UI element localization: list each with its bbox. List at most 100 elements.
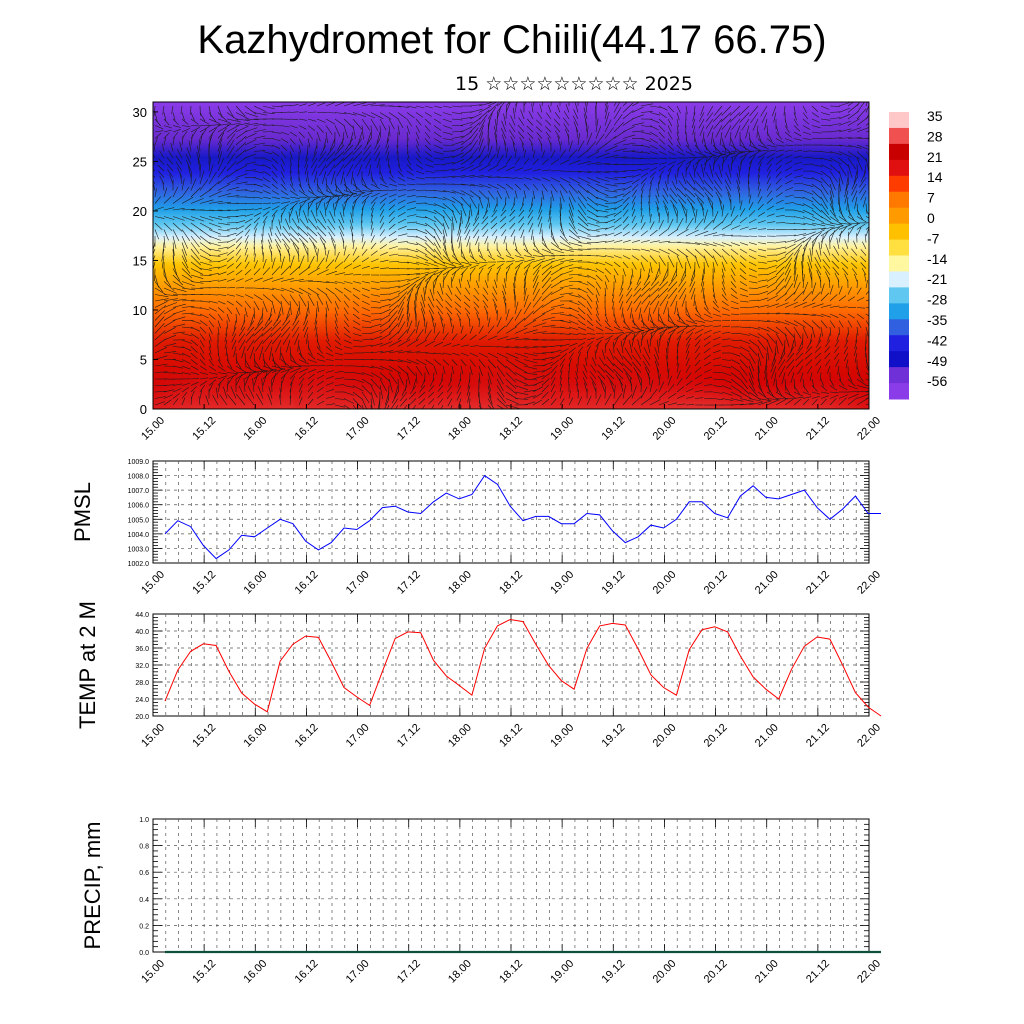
wind-barb-2202 [532,269,540,282]
wind-barb-3500 [694,382,703,386]
wind-barb-953 [811,177,823,184]
wind-barb-1900 [694,255,700,269]
wind-barb-1490 [604,219,616,224]
wind-barb-2796 [838,326,840,336]
wind-barb-2304 [730,287,738,294]
wind-barb-1439 [865,216,869,219]
wind-barb-1804 [550,248,565,254]
colorbar-label: 14 [927,169,943,185]
wind-barb-3037 [843,346,849,355]
wind-barb-1578 [676,217,684,230]
wind-barb-2373 [625,294,633,304]
wind-barb-3758 [856,397,869,406]
wind-barb-789 [775,159,783,165]
wind-barb-3489 [590,376,597,386]
wind-barb-1550 [424,229,435,239]
wind-barb-3064 [370,350,384,354]
wind-barb-523 [538,137,543,146]
wind-barb-2147 [757,274,768,276]
wind-barb-3338 [676,362,680,373]
wind-barb-2555 [829,305,840,308]
wind-barb-3669 [775,398,789,400]
wind-barb-731 [253,164,265,167]
wind-barb-769 [595,163,610,165]
wind-barb-2948 [766,339,773,353]
wind-barb-205 [554,112,561,120]
wind-barb-2937 [667,329,676,341]
wind-barb-3125 [199,359,206,366]
wind-barb-211 [613,106,622,120]
wind-barb-1142 [352,192,365,198]
wind-barb-641 [159,150,165,159]
wind-barb-365 [553,125,561,133]
wind-barb-2724 [190,326,201,332]
wind-barb-3059 [325,352,334,357]
wind-barb-1576 [658,219,664,230]
wind-barb-2021 [343,263,353,269]
wind-barb-661 [334,157,345,169]
wind-barb-189 [415,118,422,126]
wind-barb-1877 [487,255,495,261]
wind-barb-1843 [181,255,189,269]
wind-barb-1006 [568,183,579,194]
wind-barb-3442 [172,383,183,386]
wind-barb-323 [181,128,191,133]
wind-barb-485 [199,133,203,146]
wind-barb-1152 [442,196,456,203]
wind-barb-2710 [784,320,798,327]
wind-barb-1085 [559,190,565,202]
wind-barb-2712 [802,320,814,329]
wind-barb-3618 [316,393,324,399]
wind-barb-127 [574,102,579,113]
wind-barb-1376 [298,204,302,217]
wind-barb-1330 [604,207,617,211]
wind-barb-3405 [559,370,563,380]
wind-barb-2801 [163,327,176,334]
wind-barb-649 [235,149,247,159]
wind-barb-2122 [532,264,542,276]
wind-barb-1045 [199,179,209,191]
wind-barb-2463 [721,300,729,306]
wind-barb-3365 [199,377,209,380]
wind-barb-362 [526,125,534,133]
wind-barb-1871 [433,255,446,265]
wind-barb-2270 [424,275,432,289]
wind-barb-2423 [361,300,370,305]
wind-barb-1505 [739,217,748,224]
wind-barb-2596 [474,307,480,315]
wind-barb-2713 [811,320,821,329]
wind-barb-2830 [424,321,428,334]
xtick-label: 19.00 [548,958,576,986]
wind-barb-909 [415,177,425,180]
wind-barb-1819 [685,248,697,259]
wind-barb-2082 [172,274,184,286]
wind-barb-3631 [428,398,435,405]
wind-barb-53 [631,102,641,107]
wind-barb-3079 [505,352,519,359]
wind-barb-891 [253,177,264,181]
wind-barb-919 [505,177,516,179]
wind-barb-282 [527,118,534,126]
wind-barb-2054 [640,268,642,279]
wind-barb-3384 [370,378,381,390]
wind-barb-1246 [568,203,574,217]
wind-barb-1903 [721,255,728,265]
wind-barb-494 [280,144,288,151]
wind-barb-2609 [595,313,601,322]
wind-barb-1968 [586,261,598,264]
wind-barb-1658 [676,229,689,237]
wind-barb-2229 [775,272,785,282]
wind-barb-695 [649,157,659,160]
wind-barb-1340 [686,198,696,211]
wind-barb-963 [179,172,183,185]
wind-barb-3244 [550,359,560,367]
wind-barb-1148 [406,194,416,198]
wind-barb-617 [667,151,676,156]
wind-barb-658 [310,157,318,169]
wind-barb-837 [487,164,499,172]
wind-barb-1540 [327,218,336,230]
wind-barb-1746 [748,242,757,245]
wind-barb-1407 [577,216,589,227]
wind-barb-2806 [208,333,212,342]
wind-barb-3597 [847,391,859,393]
